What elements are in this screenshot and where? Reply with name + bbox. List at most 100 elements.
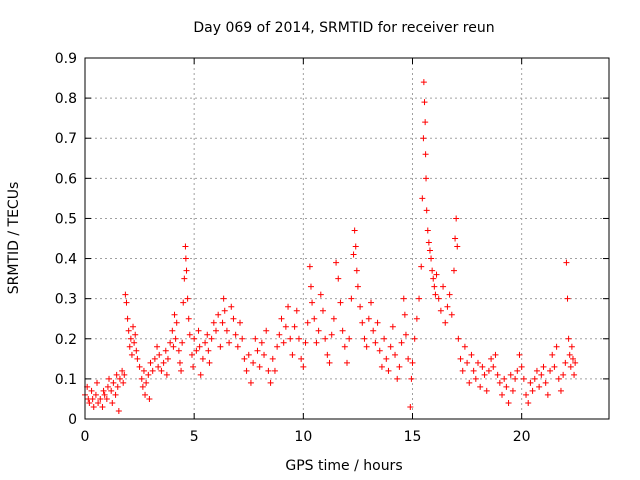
x-tick-label: 5 <box>190 429 199 445</box>
data-point <box>346 335 353 342</box>
data-point <box>269 355 276 362</box>
data-point <box>145 371 152 378</box>
data-point <box>121 371 128 378</box>
data-point <box>450 267 457 274</box>
data-point <box>361 335 368 342</box>
data-point <box>176 359 183 366</box>
data-point <box>95 399 102 406</box>
data-point <box>509 387 516 394</box>
data-point <box>221 307 228 314</box>
data-point <box>116 375 123 382</box>
data-point <box>133 347 140 354</box>
data-point <box>205 347 212 354</box>
data-point <box>416 295 423 302</box>
y-tick-label: 0.7 <box>55 131 77 147</box>
data-point <box>466 379 473 386</box>
data-point <box>551 363 558 370</box>
data-point <box>348 295 355 302</box>
data-point <box>424 227 431 234</box>
axis-ticks: 0 0.1 0.2 0.3 0.4 0.5 0.6 0.7 0.8 0.9 0 5 10 15 20 <box>55 51 609 445</box>
data-point <box>131 339 138 346</box>
data-point <box>533 367 540 374</box>
data-point <box>265 367 272 374</box>
data-point <box>291 323 298 330</box>
data-point <box>425 239 432 246</box>
data-point <box>215 311 222 318</box>
data-point <box>324 351 331 358</box>
data-point <box>523 391 530 398</box>
data-point <box>154 343 161 350</box>
data-point <box>228 303 235 310</box>
data-point <box>363 343 370 350</box>
data-point <box>151 355 158 362</box>
data-point <box>304 319 311 326</box>
data-point <box>566 351 573 358</box>
data-point <box>440 283 447 290</box>
data-point <box>287 335 294 342</box>
data-point <box>206 359 213 366</box>
data-point <box>407 403 414 410</box>
x-tick-label: 10 <box>294 429 312 445</box>
data-point <box>317 291 324 298</box>
data-point <box>422 151 429 158</box>
data-point <box>99 403 106 410</box>
data-point <box>461 343 468 350</box>
data-point <box>330 315 337 322</box>
data-point <box>488 355 495 362</box>
data-point <box>258 339 265 346</box>
data-point <box>536 383 543 390</box>
data-point <box>196 343 203 350</box>
data-point <box>237 319 244 326</box>
data-point <box>276 331 283 338</box>
data-point <box>432 291 439 298</box>
data-point <box>172 335 179 342</box>
data-point <box>160 359 167 366</box>
data-point <box>142 391 149 398</box>
data-point <box>418 263 425 270</box>
data-point <box>531 375 538 382</box>
data-point <box>104 383 111 390</box>
data-point <box>405 355 412 362</box>
data-point <box>337 299 344 306</box>
data-point <box>419 195 426 202</box>
y-tick-label: 0 <box>68 412 77 428</box>
data-point <box>455 335 462 342</box>
data-point <box>100 387 107 394</box>
data-point <box>442 319 449 326</box>
data-point <box>392 351 399 358</box>
data-point <box>247 379 254 386</box>
data-point <box>199 355 206 362</box>
data-point <box>481 371 488 378</box>
data-point <box>103 395 110 402</box>
data-point <box>126 343 133 350</box>
data-point <box>446 291 453 298</box>
data-point <box>368 299 375 306</box>
data-point <box>542 379 549 386</box>
data-point <box>289 351 296 358</box>
data-point <box>130 323 137 330</box>
data-point <box>278 315 285 322</box>
x-tick-label: 15 <box>404 429 422 445</box>
data-point <box>328 331 335 338</box>
data-point <box>520 375 527 382</box>
x-tick-label: 20 <box>513 429 531 445</box>
data-point <box>385 367 392 374</box>
data-point <box>127 335 134 342</box>
data-point <box>448 311 455 318</box>
data-point <box>496 379 503 386</box>
data-point <box>512 375 519 382</box>
data-point <box>549 351 556 358</box>
data-point <box>423 175 430 182</box>
data-point <box>138 375 145 382</box>
data-point <box>136 363 143 370</box>
data-point <box>567 363 574 370</box>
data-point <box>422 119 429 126</box>
data-point <box>112 391 119 398</box>
data-point <box>230 315 237 322</box>
data-point <box>514 367 521 374</box>
data-point <box>394 375 401 382</box>
data-point <box>101 391 108 398</box>
data-point <box>492 351 499 358</box>
data-point <box>437 307 444 314</box>
data-point <box>475 359 481 366</box>
